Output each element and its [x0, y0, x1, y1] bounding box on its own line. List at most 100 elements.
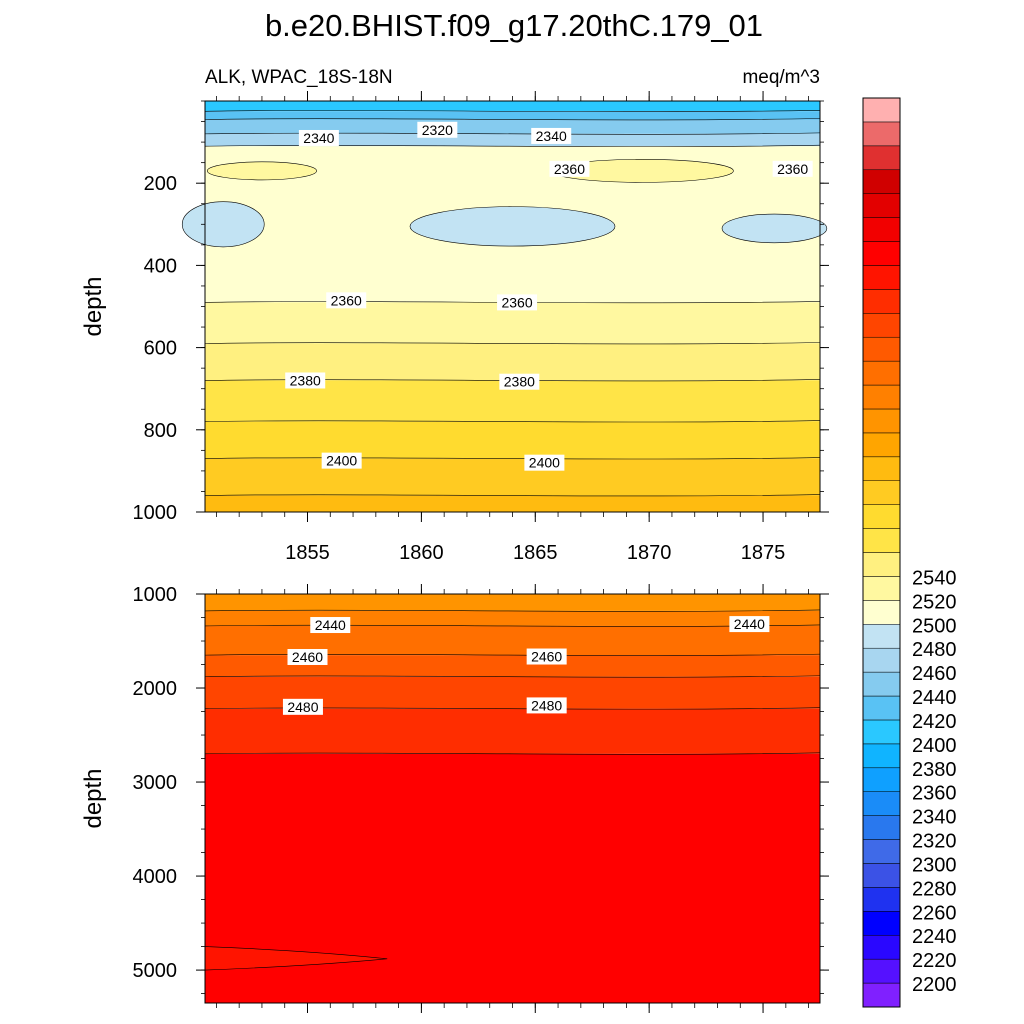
colorbar-label-11: 2420 [912, 711, 957, 733]
colorbar-label-16: 2520 [912, 591, 957, 613]
contour-line-lower-5 [204, 707, 821, 710]
contour-label-bg-upper-9 [321, 452, 362, 469]
colorbar-swatch-20 [862, 504, 901, 529]
contour-band-upper-1 [205, 111, 820, 120]
y-axis-label-lower: depth [80, 768, 107, 828]
contour-line-upper-10 [204, 494, 821, 497]
y-tick-label-lower-2: 3000 [133, 772, 178, 794]
contour-label-upper-8: 2380 [504, 374, 535, 390]
y-tick-label-upper-0: 200 [144, 173, 177, 195]
contour-label-upper-4: 2360 [777, 161, 808, 177]
x-tick-label-2: 1865 [513, 542, 558, 564]
contour-line-lower-3 [204, 653, 821, 656]
colorbar-swatch-27 [862, 336, 901, 362]
colorbar-swatch-18 [862, 552, 901, 577]
contour-band-lower-3 [205, 655, 820, 677]
y-tick-label-upper-3: 800 [144, 420, 177, 442]
contour-label-bg-upper-3 [549, 160, 590, 177]
contour-label-bg-upper-5 [326, 292, 367, 309]
contour-label-bg-upper-1 [417, 121, 458, 138]
colorbar-swatch-34 [862, 169, 901, 194]
subtitle-left: ALK, WPAC_18S-18N [205, 67, 393, 88]
colorbar-swatch-26 [862, 360, 901, 386]
contour-label-upper-7: 2380 [290, 372, 321, 388]
contour-label-lower-1: 2440 [734, 616, 765, 632]
contour-label-lower-0: 2440 [315, 617, 346, 633]
contour-label-lower-5: 2480 [531, 697, 562, 713]
contour-label-bg-upper-4 [772, 160, 813, 177]
contour-label-bg-lower-0 [310, 617, 351, 634]
y-tick-label-lower-1: 2000 [133, 678, 178, 700]
contour-label-upper-10: 2400 [529, 455, 560, 471]
contour-line-upper-1 [204, 109, 821, 113]
contour-region-upper-2 [181, 201, 265, 248]
upper-panel: 2340 2320 2340 2360 2360 2360 2360 2380 2380 2400… [80, 91, 829, 564]
colorbar-swatch-17 [862, 576, 901, 601]
colorbar-swatch-7 [862, 815, 901, 840]
colorbar-swatch-36 [862, 121, 901, 147]
colorbar-swatch-11 [862, 719, 901, 745]
colorbar-swatch-3 [862, 911, 901, 936]
y-tick-label-upper-4: 1000 [133, 502, 178, 524]
contour-label-bg-upper-2 [531, 127, 572, 144]
colorbar-label-1: 2220 [912, 950, 957, 972]
colorbar-swatch-22 [862, 456, 901, 481]
colorbar-swatch-10 [862, 743, 901, 769]
contour-label-bg-lower-4 [282, 698, 323, 715]
y-tick-label-lower-0: 1000 [133, 584, 178, 606]
contour-band-upper-3 [205, 133, 820, 147]
contour-band-upper-9 [205, 458, 820, 496]
colorbar-swatch-37 [862, 97, 901, 123]
colorbar-swatch-21 [862, 480, 901, 505]
contour-label-lower-4: 2480 [287, 699, 318, 715]
contour-band-upper-2 [205, 119, 820, 134]
colorbar-label-4: 2280 [912, 878, 957, 900]
contour-label-bg-lower-2 [287, 648, 328, 665]
contour-region-upper-0 [206, 161, 317, 181]
colorbar-frame [862, 97, 901, 1008]
contour-region-lower-0 [204, 946, 388, 971]
colorbar-label-6: 2320 [912, 831, 957, 853]
colorbar-swatch-35 [862, 145, 901, 171]
contour-label-bg-lower-3 [526, 648, 567, 665]
y-axis-label-upper: depth [80, 276, 107, 336]
contour-band-lower-5 [205, 708, 820, 754]
contour-label-bg-upper-10 [524, 454, 565, 471]
colorbar-swatch-23 [862, 432, 901, 458]
colorbar-swatch-13 [862, 671, 901, 697]
colorbar-label-13: 2460 [912, 663, 957, 685]
contour-line-upper-4 [204, 144, 821, 147]
contour-label-upper-5: 2360 [331, 292, 362, 308]
contour-label-upper-3: 2360 [554, 161, 585, 177]
colorbar-label-5: 2300 [912, 854, 957, 876]
colorbar: 2200222022402260228023002320234023602380… [862, 97, 957, 1008]
colorbar-swatch-28 [862, 313, 901, 338]
contour-region-upper-4 [721, 213, 828, 244]
contour-line-upper-2 [204, 118, 821, 121]
contour-label-bg-lower-1 [729, 616, 770, 633]
contour-label-bg-upper-6 [497, 294, 538, 311]
contour-label-upper-9: 2400 [326, 453, 357, 469]
colorbar-swatch-12 [862, 695, 901, 721]
contour-band-upper-8 [205, 421, 820, 459]
colorbar-swatch-0 [862, 982, 901, 1008]
colorbar-swatch-30 [862, 265, 901, 290]
colorbar-swatch-14 [862, 647, 901, 673]
x-tick-label-0: 1855 [285, 542, 330, 564]
contour-line-upper-9 [204, 457, 821, 460]
colorbar-label-12: 2440 [912, 687, 957, 709]
contour-line-lower-4 [204, 675, 821, 678]
colorbar-swatch-16 [862, 600, 901, 625]
colorbar-swatch-25 [862, 384, 901, 410]
colorbar-swatch-15 [862, 624, 901, 649]
x-tick-label-4: 1875 [741, 542, 786, 564]
contour-region-upper-3 [409, 206, 616, 247]
colorbar-label-9: 2380 [912, 759, 957, 781]
contour-label-upper-6: 2360 [501, 294, 532, 310]
colorbar-swatch-1 [862, 958, 901, 984]
contour-line-upper-7 [204, 379, 821, 382]
x-tick-label-3: 1870 [627, 542, 672, 564]
colorbar-label-10: 2400 [912, 735, 957, 757]
contour-label-bg-upper-7 [285, 372, 326, 389]
